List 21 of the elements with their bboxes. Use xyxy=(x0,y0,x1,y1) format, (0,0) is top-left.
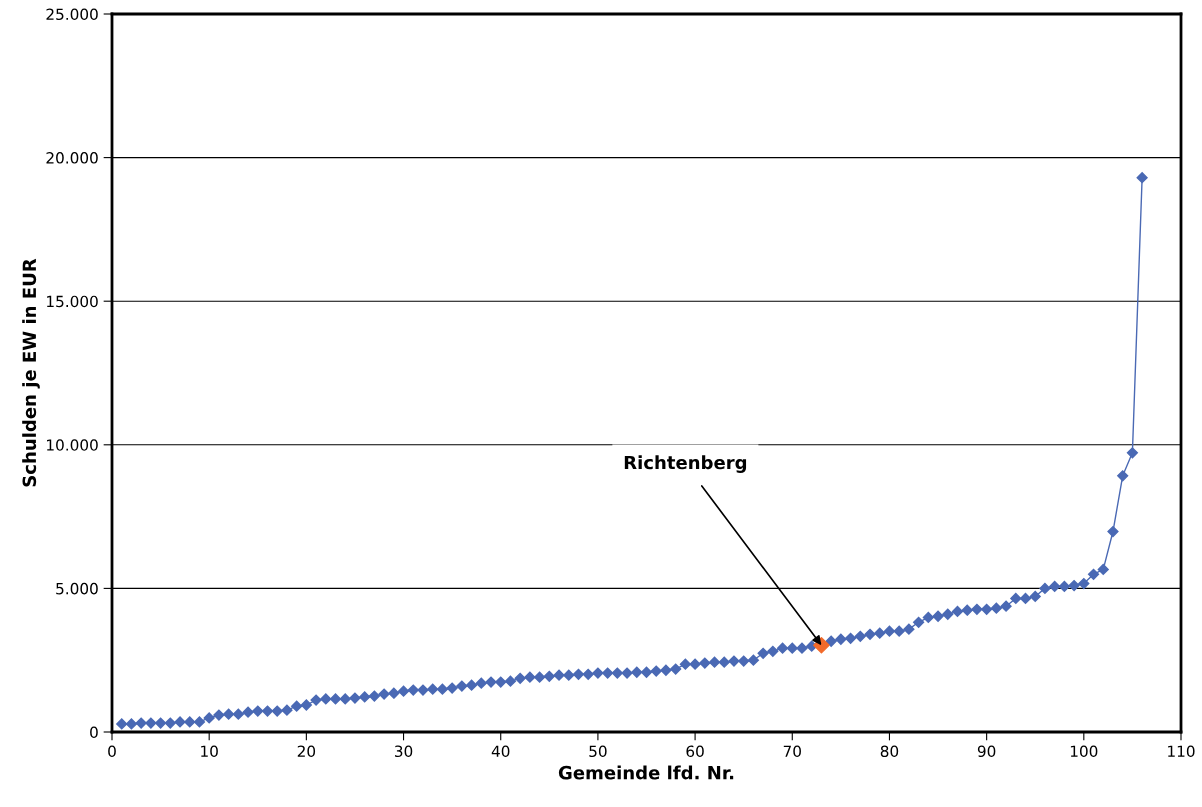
y-tick-label: 25.000 xyxy=(46,8,98,21)
x-tick-label: 0 xyxy=(108,745,116,758)
x-tick-label: 30 xyxy=(394,745,413,758)
x-tick-label: 20 xyxy=(297,745,316,758)
y-tick-label: 15.000 xyxy=(47,295,98,308)
x-tick-label: 60 xyxy=(686,745,704,758)
y-axis-title: Schulden je EW in EUR xyxy=(22,258,40,487)
x-tick-label: 10 xyxy=(201,745,218,758)
y-tick-label: 0 xyxy=(90,726,98,739)
x-axis-title: Gemeinde lfd. Nr. xyxy=(558,765,734,780)
y-tick-label: 5.000 xyxy=(56,582,98,595)
annotation: Richtenberg xyxy=(624,455,747,473)
x-tick-label: 40 xyxy=(491,745,510,758)
x-tick-label: 70 xyxy=(783,745,801,758)
x-tick-label: 50 xyxy=(589,745,607,758)
x-tick-label: 110 xyxy=(1168,745,1195,758)
x-tick-label: 80 xyxy=(880,745,899,758)
y-tick-label: 10.000 xyxy=(47,439,98,451)
x-tick-label: 100 xyxy=(1070,745,1098,758)
x-tick-label: 90 xyxy=(977,745,996,758)
y-tick-label: 20.000 xyxy=(46,152,98,164)
